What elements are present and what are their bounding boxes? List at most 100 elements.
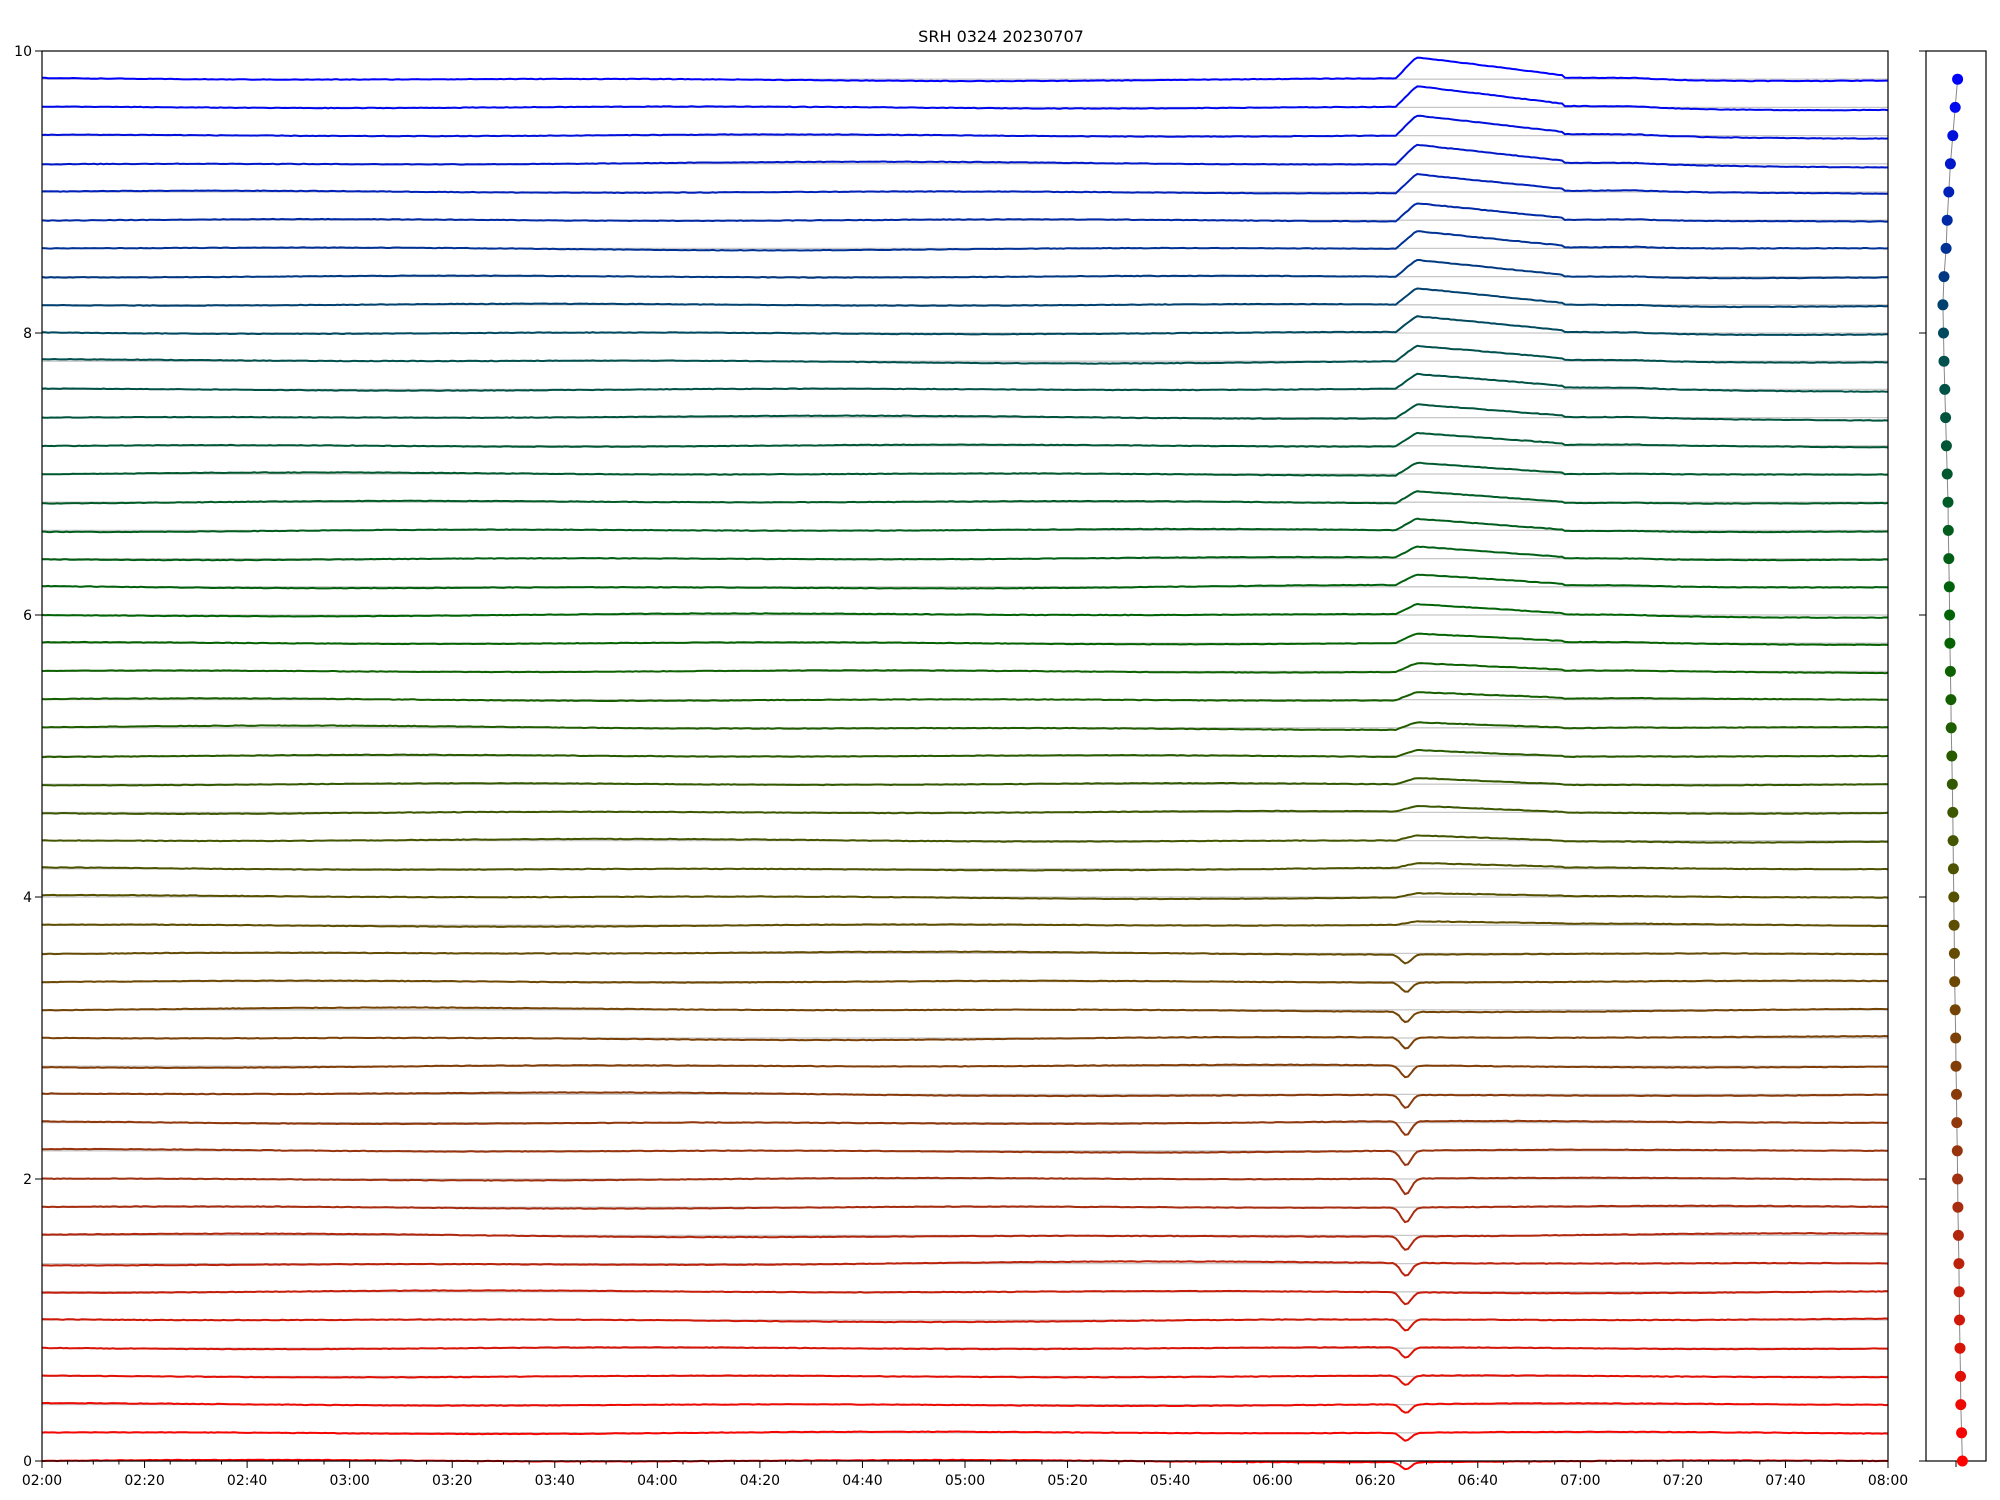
side-point [1943, 553, 1955, 565]
series-line [41, 1006, 1889, 1024]
series-line [42, 777, 1889, 787]
side-point [1944, 637, 1956, 649]
x-tick-label: 06:20 [1355, 1473, 1395, 1489]
side-point [1956, 1455, 1968, 1467]
series-line [42, 56, 1888, 83]
y-tick-label: 10 [14, 44, 32, 60]
x-tick-label: 03:40 [535, 1473, 575, 1489]
y-axis: 0 2 4 6 8 10 [14, 44, 1926, 1470]
side-panel [1937, 73, 1968, 1467]
series-line [41, 1289, 1889, 1306]
side-point [1947, 835, 1959, 847]
series-line [42, 1345, 1889, 1359]
series-line [41, 202, 1888, 223]
grid-lines [42, 78, 1888, 1462]
side-point [1953, 1258, 1965, 1270]
side-point [1948, 919, 1960, 931]
y-tick-label: 4 [23, 890, 32, 906]
series-line [41, 721, 1889, 732]
side-point [1947, 130, 1959, 142]
x-tick-label: 02:40 [227, 1473, 267, 1489]
series-line [41, 1034, 1889, 1050]
x-tick-label: 05:00 [945, 1473, 985, 1489]
side-point [1939, 383, 1951, 395]
series-line [41, 892, 1889, 901]
series-line [42, 545, 1889, 562]
side-point [1945, 694, 1957, 706]
y-tick-label: 8 [23, 326, 32, 342]
series-line [41, 1063, 1888, 1079]
x-tick-label: 02:20 [124, 1473, 164, 1489]
series-line [41, 1091, 1888, 1109]
side-point [1943, 581, 1955, 593]
x-tick-label: 05:20 [1047, 1473, 1087, 1489]
series-line [41, 490, 1889, 505]
side-point [1955, 1399, 1967, 1411]
side-point [1952, 73, 1964, 85]
series-line [41, 431, 1889, 449]
side-point [1945, 722, 1957, 734]
x-tick-label: 06:40 [1458, 1473, 1498, 1489]
side-point [1951, 1117, 1963, 1129]
side-point [1951, 1088, 1962, 1100]
x-tick-label: 03:20 [432, 1473, 472, 1489]
side-point [1938, 355, 1950, 367]
series-line [42, 1176, 1889, 1196]
side-point [1950, 1060, 1962, 1072]
series-line [42, 461, 1889, 477]
series-line [41, 691, 1888, 703]
series-line [41, 1317, 1889, 1332]
x-tick-label: 03:00 [329, 1473, 369, 1489]
side-point [1941, 468, 1953, 480]
side-point [1953, 1286, 1965, 1298]
series-line [41, 85, 1889, 112]
side-point [1938, 271, 1950, 283]
series-line [41, 1401, 1889, 1414]
side-point [1956, 1427, 1968, 1439]
x-tick-label: 08:00 [1868, 1473, 1908, 1489]
side-point [1940, 412, 1952, 424]
series-line [41, 632, 1889, 647]
series-line [41, 1231, 1889, 1251]
side-point [1940, 440, 1952, 452]
series-line [41, 403, 1889, 422]
series-line [42, 344, 1889, 365]
series-line [41, 230, 1889, 252]
series-line [41, 1204, 1889, 1224]
series-line [41, 749, 1889, 759]
series-line [41, 372, 1889, 393]
series-line [41, 804, 1889, 816]
series-line [41, 114, 1889, 140]
series-line [41, 1260, 1889, 1277]
side-point [1954, 1314, 1965, 1326]
side-point [1949, 976, 1961, 988]
x-tick-label: 07:00 [1560, 1473, 1600, 1489]
series-line [41, 1430, 1889, 1442]
series-line [41, 1147, 1888, 1166]
side-connector-line [1942, 79, 1963, 1462]
side-point [1949, 101, 1961, 113]
series-line [41, 862, 1889, 872]
y-tick-label: 6 [23, 608, 32, 624]
side-point [1949, 1004, 1961, 1016]
series-line [41, 172, 1889, 195]
side-point [1938, 327, 1949, 339]
side-point [1950, 1032, 1962, 1044]
x-tick-label: 04:40 [842, 1473, 882, 1489]
series-line [41, 834, 1889, 844]
series-line [41, 287, 1889, 309]
x-tick-label: 07:20 [1663, 1473, 1703, 1489]
series-line [41, 602, 1889, 619]
side-point [1941, 214, 1953, 226]
side-point [1940, 242, 1952, 254]
series-line [42, 517, 1888, 534]
series-line [41, 259, 1888, 280]
series-line [41, 662, 1889, 675]
side-point [1954, 1342, 1966, 1354]
x-tick-label: 04:00 [637, 1473, 677, 1489]
side-point [1951, 1145, 1963, 1157]
side-point [1955, 1370, 1966, 1382]
series-line [42, 315, 1888, 337]
traces [41, 56, 1889, 1471]
